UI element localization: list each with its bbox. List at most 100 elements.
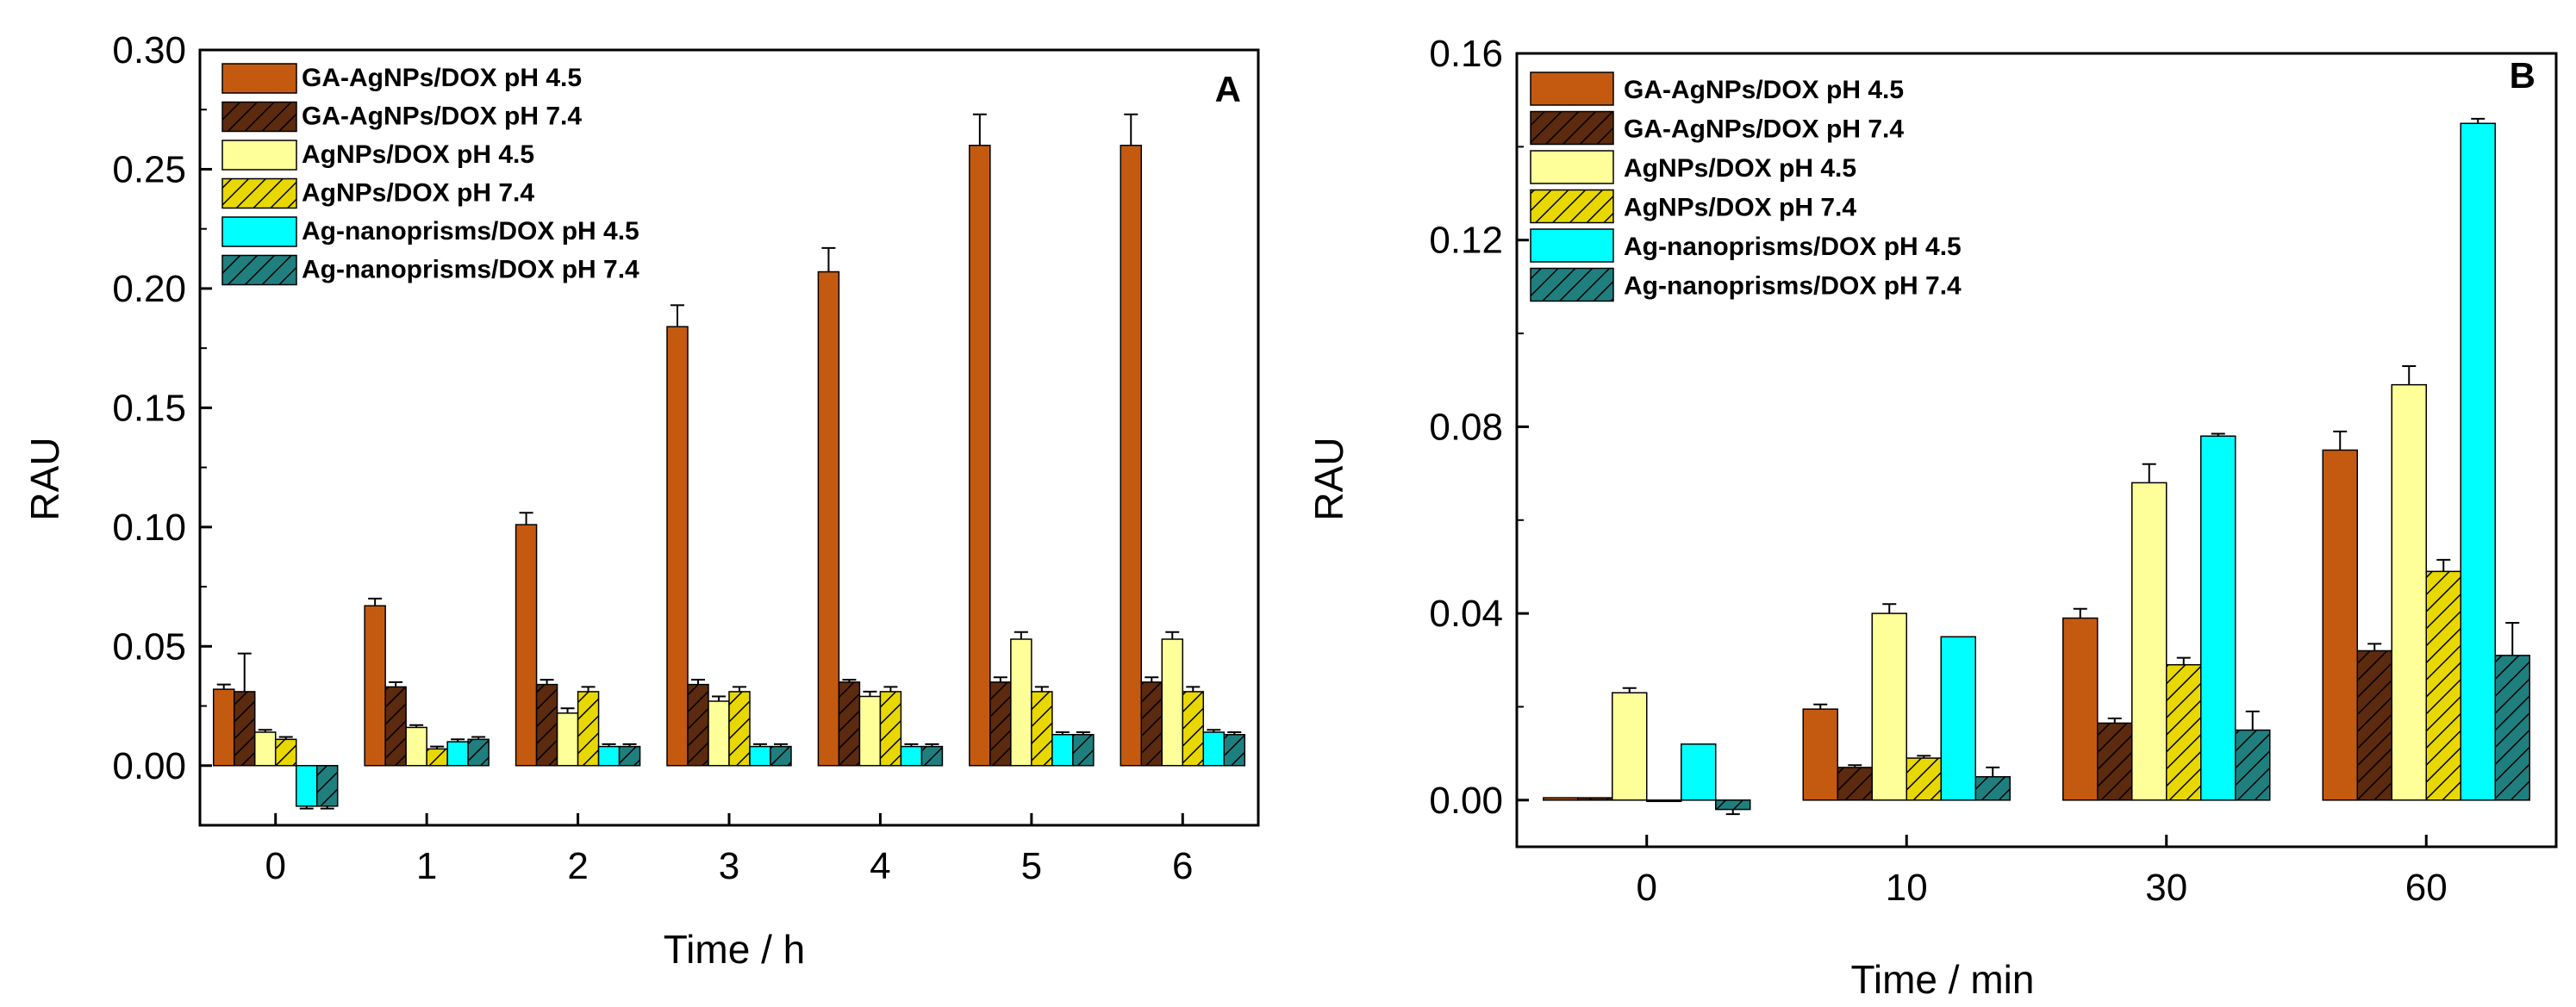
panel-a-bar (597, 745, 621, 767)
panel-a-x-tick-label: 1 (416, 845, 437, 887)
panel-b-plot-frame (1515, 52, 2558, 848)
panel-b-legend-label: GA-AgNPs/DOX pH 7.4 (1624, 115, 1904, 144)
panel-b-bar (1612, 692, 1648, 801)
panel-b-x-tick-label: 0 (1637, 867, 1657, 909)
panel-b-legend-swatch (1530, 71, 1614, 106)
panel-a-bar (467, 738, 490, 767)
panel-a-bar (274, 738, 297, 767)
panel-b-error-bars (1622, 117, 2520, 816)
panel-a-bar (1010, 638, 1032, 767)
panel-a-error-bars (216, 113, 1242, 810)
panel-a-bar (1140, 681, 1163, 767)
panel-b-legend-label: GA-AgNPs/DOX pH 4.5 (1624, 76, 1904, 104)
panel-a-bar (969, 145, 991, 767)
panel-a-bar (1182, 691, 1205, 767)
chart-panel-a: 0.00 0.05 0.10 0.15 0.20 0.25 0.30 0 1 2 3 4 5 6 GA-A… (22, 29, 1260, 972)
panel-a-bar (858, 695, 882, 767)
panel-b-legend-label: Ag-nanoprisms/DOX pH 4.5 (1624, 233, 1962, 261)
panel-a-bar (817, 270, 840, 767)
panel-a-bar (900, 745, 923, 767)
panel-a-bar (1031, 691, 1053, 767)
panel-b-bar (2097, 722, 2133, 801)
panel-b-bar (2494, 655, 2530, 801)
panel-b-bar (1577, 797, 1613, 801)
panel-b-legend-swatch (1530, 189, 1614, 224)
panel-b-y-tick-label: 0.12 (1429, 220, 1503, 262)
panel-b-bar (2356, 650, 2392, 801)
panel-a-legend-swatch (221, 63, 297, 94)
panel-b-label: B (2510, 55, 2535, 96)
panel-b-bar (2062, 617, 2099, 801)
panel-b-bar (2391, 383, 2427, 801)
panel-a-legend-swatch (221, 101, 297, 133)
panel-a-bar (1161, 638, 1184, 767)
panel-a-x-tick-label: 0 (265, 845, 285, 887)
panel-b-x-tick-label: 10 (1886, 867, 1928, 909)
panel-a-bar (749, 745, 771, 767)
panel-b-y-tick-label: 0.00 (1429, 780, 1503, 822)
panel-a-y-tick-label: 0.00 (112, 745, 186, 787)
panel-b-x-tick-label: 30 (2145, 867, 2187, 909)
panel-b-legend-swatch (1530, 228, 1614, 263)
panel-a-x-tick-label: 3 (719, 845, 739, 887)
panel-a-bars (212, 145, 1246, 807)
panel-b-legend-swatch (1530, 267, 1614, 302)
panel-a-bar (426, 748, 448, 767)
panel-b-y-tick-label: 0.16 (1429, 33, 1503, 75)
panel-a-bar (838, 681, 861, 767)
panel-a-x-tick-label: 6 (1172, 845, 1193, 887)
panel-b-bar (1837, 767, 1873, 801)
panel-a-bar (446, 741, 469, 767)
panel-a-bar (556, 712, 579, 767)
panel-a-x-axis-title: Time / h (664, 927, 805, 972)
panel-a-axes: 0.00 0.05 0.10 0.15 0.20 0.25 0.30 0 1 2 3 4 5 6 (112, 29, 1260, 887)
panel-a-y-tick-label: 0.25 (112, 148, 186, 190)
panel-a-bar (233, 691, 256, 767)
panel-a-legend-swatch (221, 216, 297, 247)
panel-a-bar (295, 765, 318, 807)
panel-a-bar (384, 686, 407, 767)
panel-b-legend: GA-AgNPs/DOX pH 4.5 GA-AgNPs/DOX pH 7.4 Ag… (1530, 71, 1962, 302)
panel-a-bar (1202, 731, 1226, 767)
panel-a-x-tick-label: 2 (567, 845, 588, 887)
panel-a-bar (1051, 734, 1074, 767)
panel-a-y-tick-label: 0.05 (112, 625, 186, 668)
panel-b-bar (2235, 729, 2271, 801)
panel-a-bar (666, 326, 689, 767)
panel-a-legend-label: AgNPs/DOX pH 7.4 (302, 179, 534, 208)
panel-a-bar (315, 765, 339, 807)
panel-a-bar (687, 683, 709, 767)
chart-panel-b: 0.00 0.04 0.08 0.12 0.16 0 10 30 60 GA-AgNPs/DOX… (1307, 33, 2558, 1002)
panel-a-bar (989, 681, 1012, 767)
panel-a-bar (1072, 734, 1095, 767)
panel-a-bar (212, 688, 235, 767)
panel-b-bar (1802, 708, 1838, 801)
panel-a-bar (405, 726, 427, 767)
panel-a-bar (535, 683, 558, 767)
panel-a-bar (618, 745, 641, 767)
panel-a-bar (1223, 734, 1246, 767)
panel-b-bar (2131, 482, 2167, 801)
panel-b-bar (1940, 636, 1976, 801)
panel-a-legend-label: GA-AgNPs/DOX pH 4.5 (302, 64, 582, 92)
panel-a-bar (253, 731, 277, 767)
panel-a-legend-label: GA-AgNPs/DOX pH 7.4 (302, 103, 582, 131)
panel-a-label: A (1215, 69, 1241, 109)
panel-a-x-tick-label: 4 (870, 845, 890, 887)
panel-a-y-tick-label: 0.15 (112, 387, 186, 429)
panel-b-x-tick-label: 60 (2405, 867, 2448, 909)
panel-a-y-tick-label: 0.20 (112, 268, 186, 310)
panel-a-y-axis-title: RAU (22, 437, 67, 520)
panel-a-bar (515, 524, 538, 767)
panel-a-legend-label: AgNPs/DOX pH 4.5 (302, 140, 534, 169)
panel-a-bar (577, 691, 600, 767)
panel-b-bar (1905, 757, 1942, 801)
panel-a-y-tick-label: 0.30 (112, 29, 186, 71)
panel-b-bar (2460, 122, 2496, 801)
panel-b-bar (1871, 612, 1907, 801)
panel-b-bar (1646, 799, 1682, 803)
panel-b-x-axis-title: Time / min (1851, 957, 2035, 1002)
panel-b-bars (1543, 122, 2530, 811)
panel-b-legend-label: AgNPs/DOX pH 7.4 (1624, 194, 1856, 222)
